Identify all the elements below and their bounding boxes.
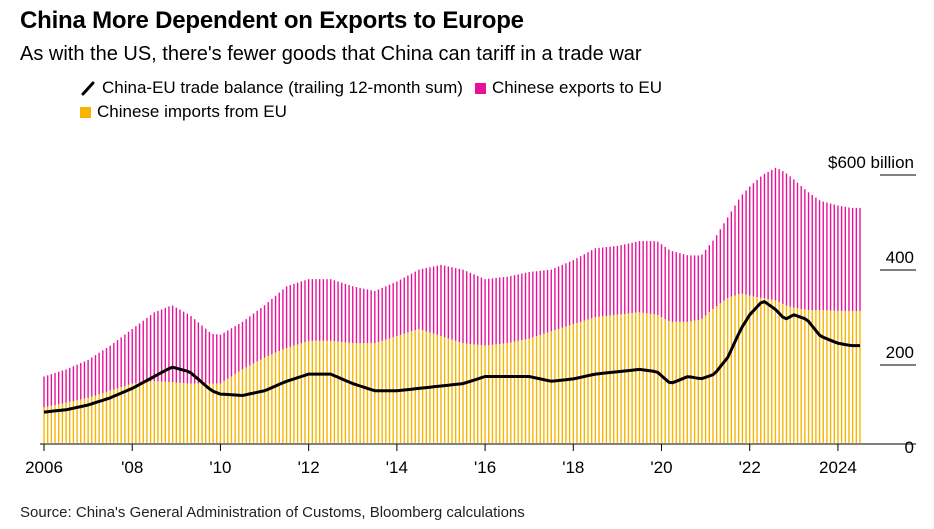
x-tick-label: '14 xyxy=(386,458,408,477)
bars-group xyxy=(43,167,861,443)
x-tick-label: '20 xyxy=(650,458,672,477)
y-tick-label: 400 xyxy=(886,248,914,267)
x-tick-label: 2006 xyxy=(25,458,63,477)
y-tick-label: 200 xyxy=(886,343,914,362)
imports-swatch-icon xyxy=(80,106,91,118)
legend-balance-label: China-EU trade balance (trailing 12-mont… xyxy=(102,78,463,97)
chart-subtitle: As with the US, there's fewer goods that… xyxy=(20,43,642,65)
line-legend-icon xyxy=(81,81,95,96)
chart-title: China More Dependent on Exports to Europ… xyxy=(20,7,524,34)
y-tick-label: $600 billion xyxy=(828,153,914,172)
legend-imports-label: Chinese imports from EU xyxy=(97,102,287,121)
source-note: Source: China's General Administration o… xyxy=(20,504,525,521)
y-tick-label: 0 xyxy=(905,438,914,457)
balance-line xyxy=(43,300,860,414)
legend-row-2: Chinese imports from EU xyxy=(80,102,287,122)
legend-row-1: China-EU trade balance (trailing 12-mont… xyxy=(80,78,662,98)
legend-exports-label: Chinese exports to EU xyxy=(491,78,663,97)
x-tick-label: '18 xyxy=(562,458,584,477)
exports-swatch-icon xyxy=(474,82,486,94)
x-tick-label: '16 xyxy=(474,458,496,477)
x-tick-label: '12 xyxy=(298,458,320,477)
x-tick-label: '10 xyxy=(209,458,231,477)
x-tick-label: '22 xyxy=(739,458,761,477)
x-tick-label: 2024 xyxy=(819,458,857,477)
x-tick-label: '08 xyxy=(121,458,143,477)
